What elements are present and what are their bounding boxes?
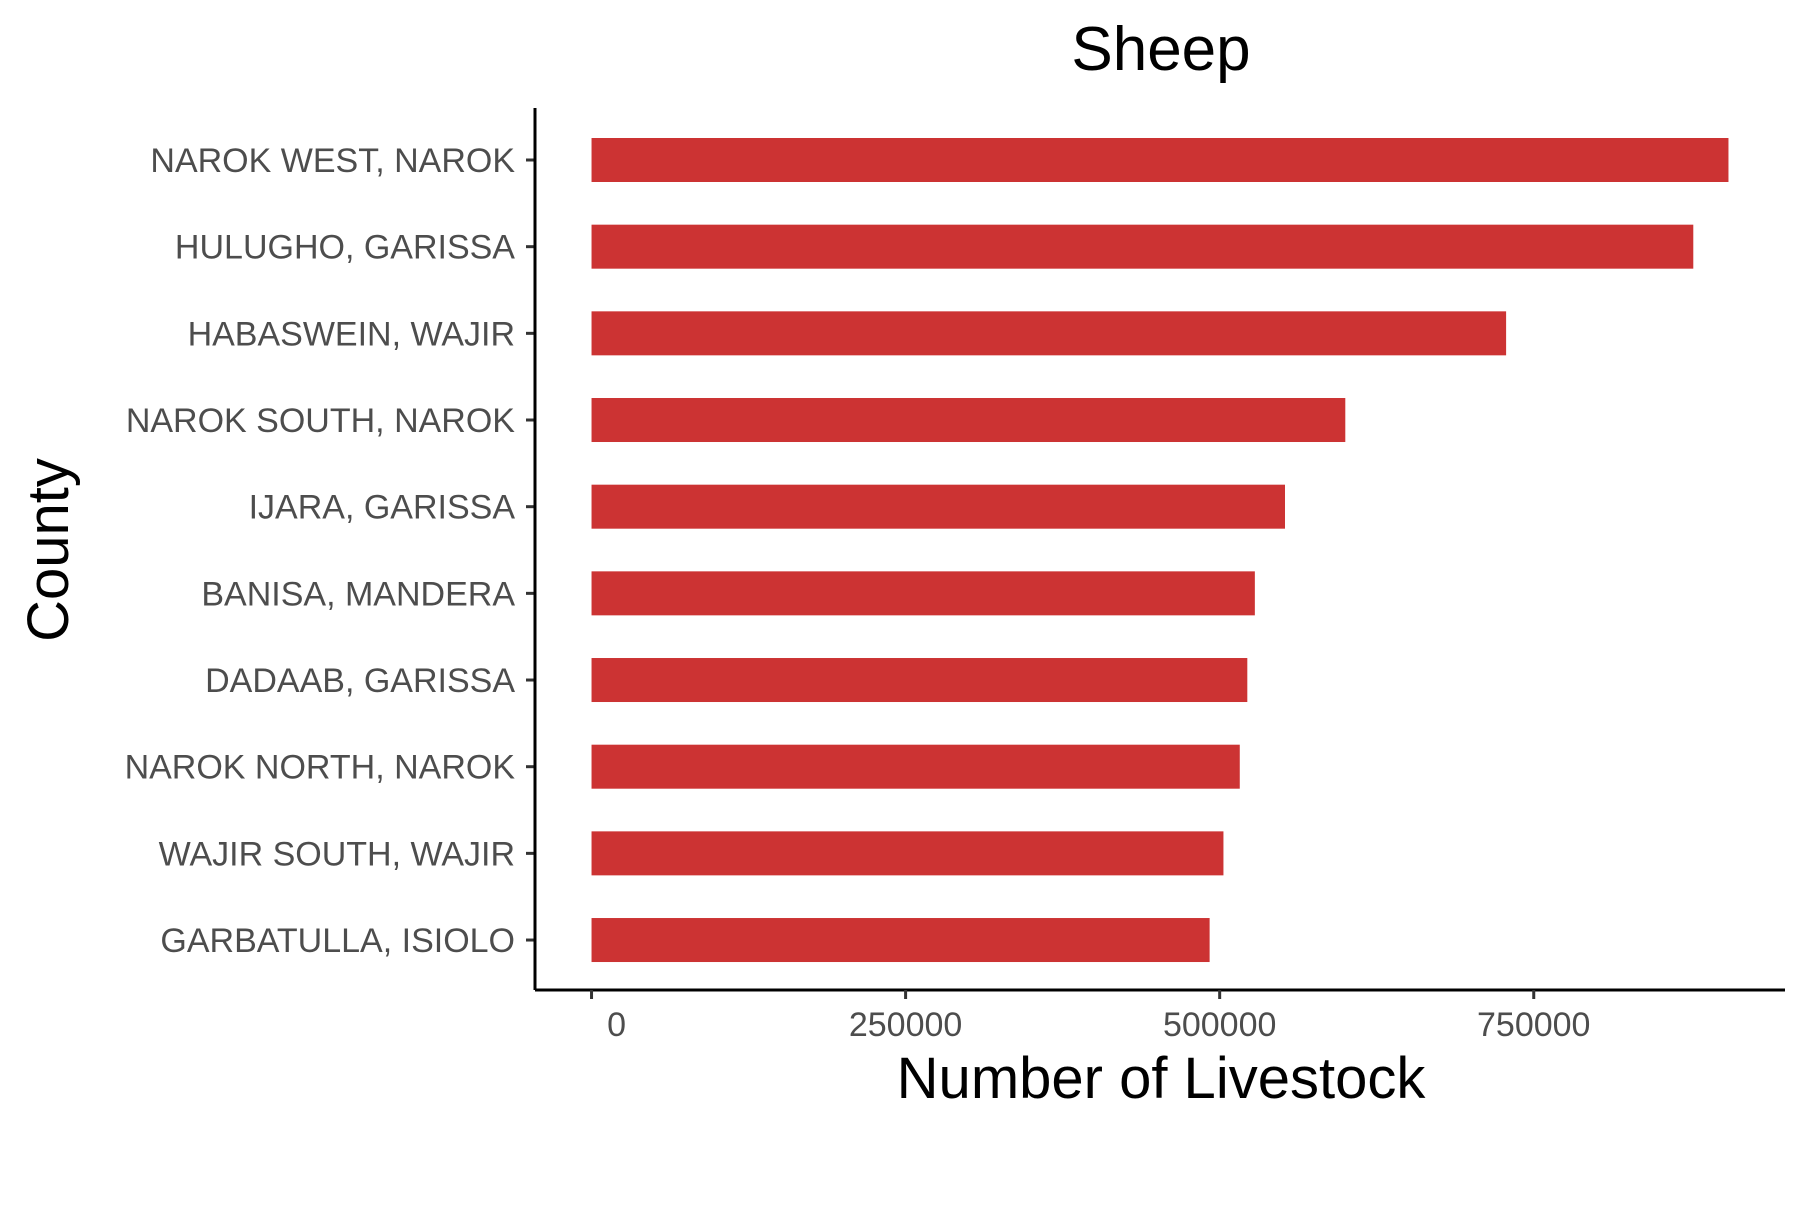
y-tick-label: NAROK NORTH, NAROK [125,749,516,787]
bar-8 [591,744,1240,789]
y-tick-label: NAROK WEST, NAROK [150,142,515,180]
bar-1 [591,138,1729,182]
y-tick-label: BANISA, MANDERA [201,575,515,613]
bar-2 [591,224,1694,269]
y-axis: NAROK WEST, NAROK HULUGHO, GARISSA HABASWE… [125,108,537,990]
x-tick-label: 250000 [849,1006,962,1044]
y-tick-label: WAJIR SOUTH, WAJIR [159,835,515,873]
y-tick-label: IJARA, GARISSA [249,489,516,527]
x-tick-label: 500000 [1163,1006,1276,1044]
bar-5 [591,484,1285,529]
bar-9 [591,831,1224,876]
bar-4 [591,398,1346,443]
y-tick-label: HABASWEIN, WAJIR [188,315,515,353]
bars-group [591,138,1729,963]
bar-3 [591,311,1507,356]
y-tick-label: DADAAB, GARISSA [205,662,515,700]
bar-10 [591,918,1210,963]
bar-6 [591,571,1255,616]
bar-7 [591,658,1248,703]
chart-title: Sheep [1071,15,1250,84]
y-axis-title: County [16,458,81,642]
x-tick-label: 750000 [1477,1006,1590,1044]
x-tick-label: 0 [607,1006,626,1044]
x-axis-title: Number of Livestock [897,1046,1427,1111]
y-tick-label: HULUGHO, GARISSA [175,229,515,267]
x-axis: 0 250000 500000 750000 [535,988,1785,1044]
y-tick-label: NAROK SOUTH, NAROK [126,402,515,440]
y-tick-label: GARBATULLA, ISIOLO [160,922,515,960]
